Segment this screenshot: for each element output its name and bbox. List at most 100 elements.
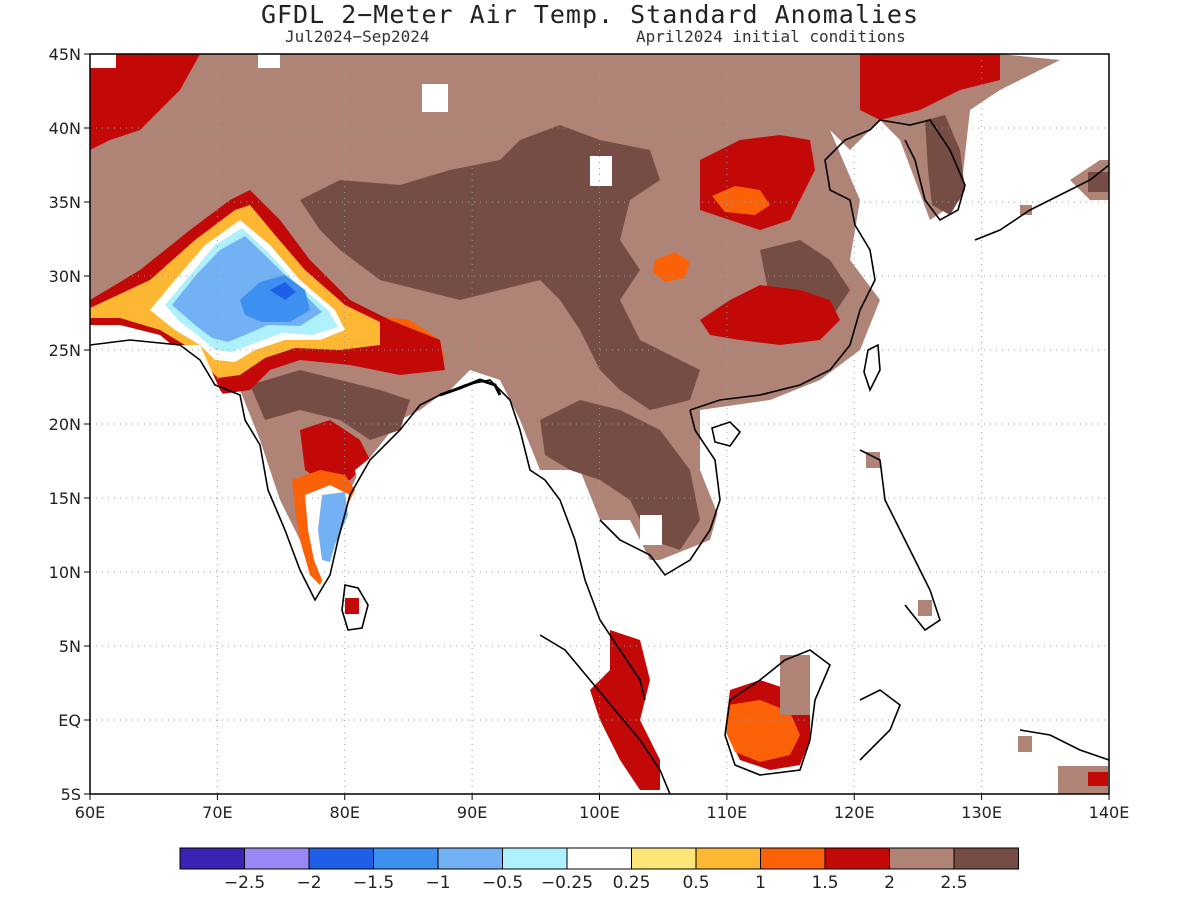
- lat-tick-label: 40N: [49, 119, 81, 138]
- coastline-bangladesh: [439, 378, 502, 397]
- lon-tick-label: 70E: [202, 803, 232, 822]
- coastline-india: [90, 339, 546, 602]
- anomaly-area-dark-india: [250, 370, 410, 440]
- coastline-sumatra: [539, 634, 671, 794]
- initial-conditions: April2024 initial conditions: [636, 27, 906, 46]
- anomaly-area-cold-se-india: [318, 492, 348, 562]
- anomaly-area-red-east-china: [700, 285, 840, 345]
- lon-tick-label: 120E: [834, 803, 875, 822]
- anomaly-patch-mindanao: [918, 600, 932, 616]
- colorbar-swatch: [953, 847, 1019, 870]
- colorbar-label: −2.5: [224, 873, 265, 893]
- ocean-mask-pacific: [860, 120, 1109, 794]
- anomaly-area-red-sumatra: [590, 630, 660, 790]
- colorbar-label: 0.25: [613, 873, 651, 893]
- anomaly-patch-sri-lanka: [345, 598, 359, 614]
- lat-tick-label: EQ: [58, 711, 81, 730]
- anomaly-area-red-india-central: [300, 420, 370, 480]
- colorbar-swatch: [502, 847, 568, 870]
- ocean-mask-bay-bengal: [355, 390, 600, 700]
- anomaly-patch-new-guinea-red: [1088, 772, 1108, 786]
- colorbar-label: −0.25: [541, 873, 593, 893]
- map-title: GFDL 2−Meter Air Temp. Standard Anomalie…: [260, 0, 920, 29]
- latitude-axis: 45N 40N 35N 30N 25N 20N 15N 10N 5N EQ 5S: [49, 45, 90, 804]
- anomaly-patch-korea: [925, 115, 965, 215]
- colorbar-swatch: [308, 847, 374, 870]
- anomaly-patch-philippines: [866, 452, 880, 468]
- colorbar-label: 1: [755, 873, 766, 893]
- anomaly-area-orange-borneo: [725, 700, 800, 762]
- anomaly-patch-north-borneo: [780, 655, 810, 715]
- colorbar-swatch: [824, 847, 890, 870]
- colorbar-label: 2: [884, 873, 895, 893]
- anomaly-area-orange-north-china: [712, 186, 770, 215]
- anomaly-patch-japan-dark: [1088, 172, 1108, 192]
- lon-tick-label: 100E: [579, 803, 620, 822]
- colorbar-swatch: [244, 847, 310, 870]
- anomaly-area-orange-tibet-spot: [653, 252, 690, 282]
- lat-tick-label: 5S: [61, 785, 81, 804]
- colorbar-swatch: [889, 847, 955, 870]
- anomaly-area-cold-india-deep: [270, 282, 296, 300]
- colorbar-label: 0.5: [682, 873, 709, 893]
- ocean-mask-java-sea: [660, 720, 880, 794]
- blank-cell-2: [422, 84, 448, 112]
- lat-tick-label: 5N: [59, 637, 81, 656]
- lat-tick-label: 15N: [49, 489, 81, 508]
- coastline-philippines: [859, 449, 941, 632]
- coastline-sulawesi: [859, 689, 901, 761]
- lon-tick-label: 90E: [457, 803, 487, 822]
- lat-tick-label: 45N: [49, 45, 81, 64]
- lat-tick-label: 30N: [49, 267, 81, 286]
- colorbar: −2.5 −2 −1.5 −1 −0.5 −0.25 0.25 0.5 1 1.5 2 2.5: [179, 847, 1019, 893]
- anomaly-area-dark-indochina: [540, 400, 700, 550]
- lat-tick-label: 20N: [49, 415, 81, 434]
- colorbar-swatch: [631, 847, 697, 870]
- lat-tick-label: 25N: [49, 341, 81, 360]
- coastline-indochina: [599, 409, 721, 577]
- colorbar-swatch: [437, 847, 503, 870]
- lat-tick-label: 35N: [49, 193, 81, 212]
- coastline-japan: [974, 164, 1109, 241]
- anomaly-fill-layer: [90, 54, 1109, 794]
- forecast-period: Jul2024−Sep2024: [285, 27, 430, 46]
- lon-tick-label: 130E: [961, 803, 1002, 822]
- anomaly-area-cold-india-core: [240, 275, 310, 322]
- anomaly-patch-sulawesi: [1018, 736, 1032, 752]
- colorbar-label: 1.5: [811, 873, 838, 893]
- colorbar-swatch: [695, 847, 761, 870]
- colorbar-label: −1: [425, 873, 450, 893]
- lat-tick-label: 10N: [49, 563, 81, 582]
- coastline-borneo: [724, 649, 831, 776]
- blank-cell-5: [640, 515, 662, 545]
- colorbar-label: −1.5: [353, 873, 394, 893]
- colorbar-swatch: [760, 847, 826, 870]
- lon-tick-label: 60E: [75, 803, 105, 822]
- coastline-new-guinea: [1019, 729, 1109, 761]
- anomaly-patch-mindoro: [1020, 205, 1032, 215]
- lon-tick-label: 140E: [1089, 803, 1130, 822]
- coastline-layer: [90, 119, 1109, 794]
- lon-tick-label: 110E: [707, 803, 748, 822]
- colorbar-swatch: [373, 847, 439, 870]
- coastline-sri-lanka: [341, 584, 369, 631]
- coastline-south-china: [689, 119, 881, 411]
- colorbar-label: −0.5: [482, 873, 523, 893]
- anomaly-area-red-nw: [90, 54, 200, 150]
- blank-cell-3: [590, 156, 612, 186]
- coastline-malay-peninsula: [544, 479, 646, 701]
- blank-cell-4: [90, 54, 116, 68]
- anomaly-area-red-ne: [860, 54, 1000, 120]
- colorbar-swatch: [179, 847, 245, 870]
- colorbar-label: −2: [296, 873, 321, 893]
- coastline-hainan: [711, 421, 742, 447]
- coastline-korea: [879, 119, 966, 222]
- longitude-axis: 60E 70E 80E 90E 100E 110E 120E 130E 140E: [75, 794, 1130, 822]
- colorbar-swatch: [566, 847, 632, 870]
- anomaly-area-dark-tibet: [300, 125, 700, 410]
- colorbar-label: 2.5: [940, 873, 967, 893]
- lon-tick-label: 80E: [330, 803, 360, 822]
- ocean-mask-arabian-sea: [90, 345, 360, 794]
- blank-cell-1: [258, 54, 280, 68]
